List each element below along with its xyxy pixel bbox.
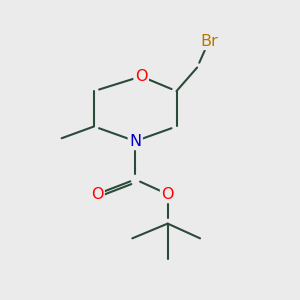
Text: N: N	[129, 134, 141, 149]
Text: Br: Br	[200, 34, 218, 49]
Text: O: O	[135, 69, 147, 84]
Text: O: O	[91, 187, 103, 202]
Text: O: O	[161, 187, 174, 202]
